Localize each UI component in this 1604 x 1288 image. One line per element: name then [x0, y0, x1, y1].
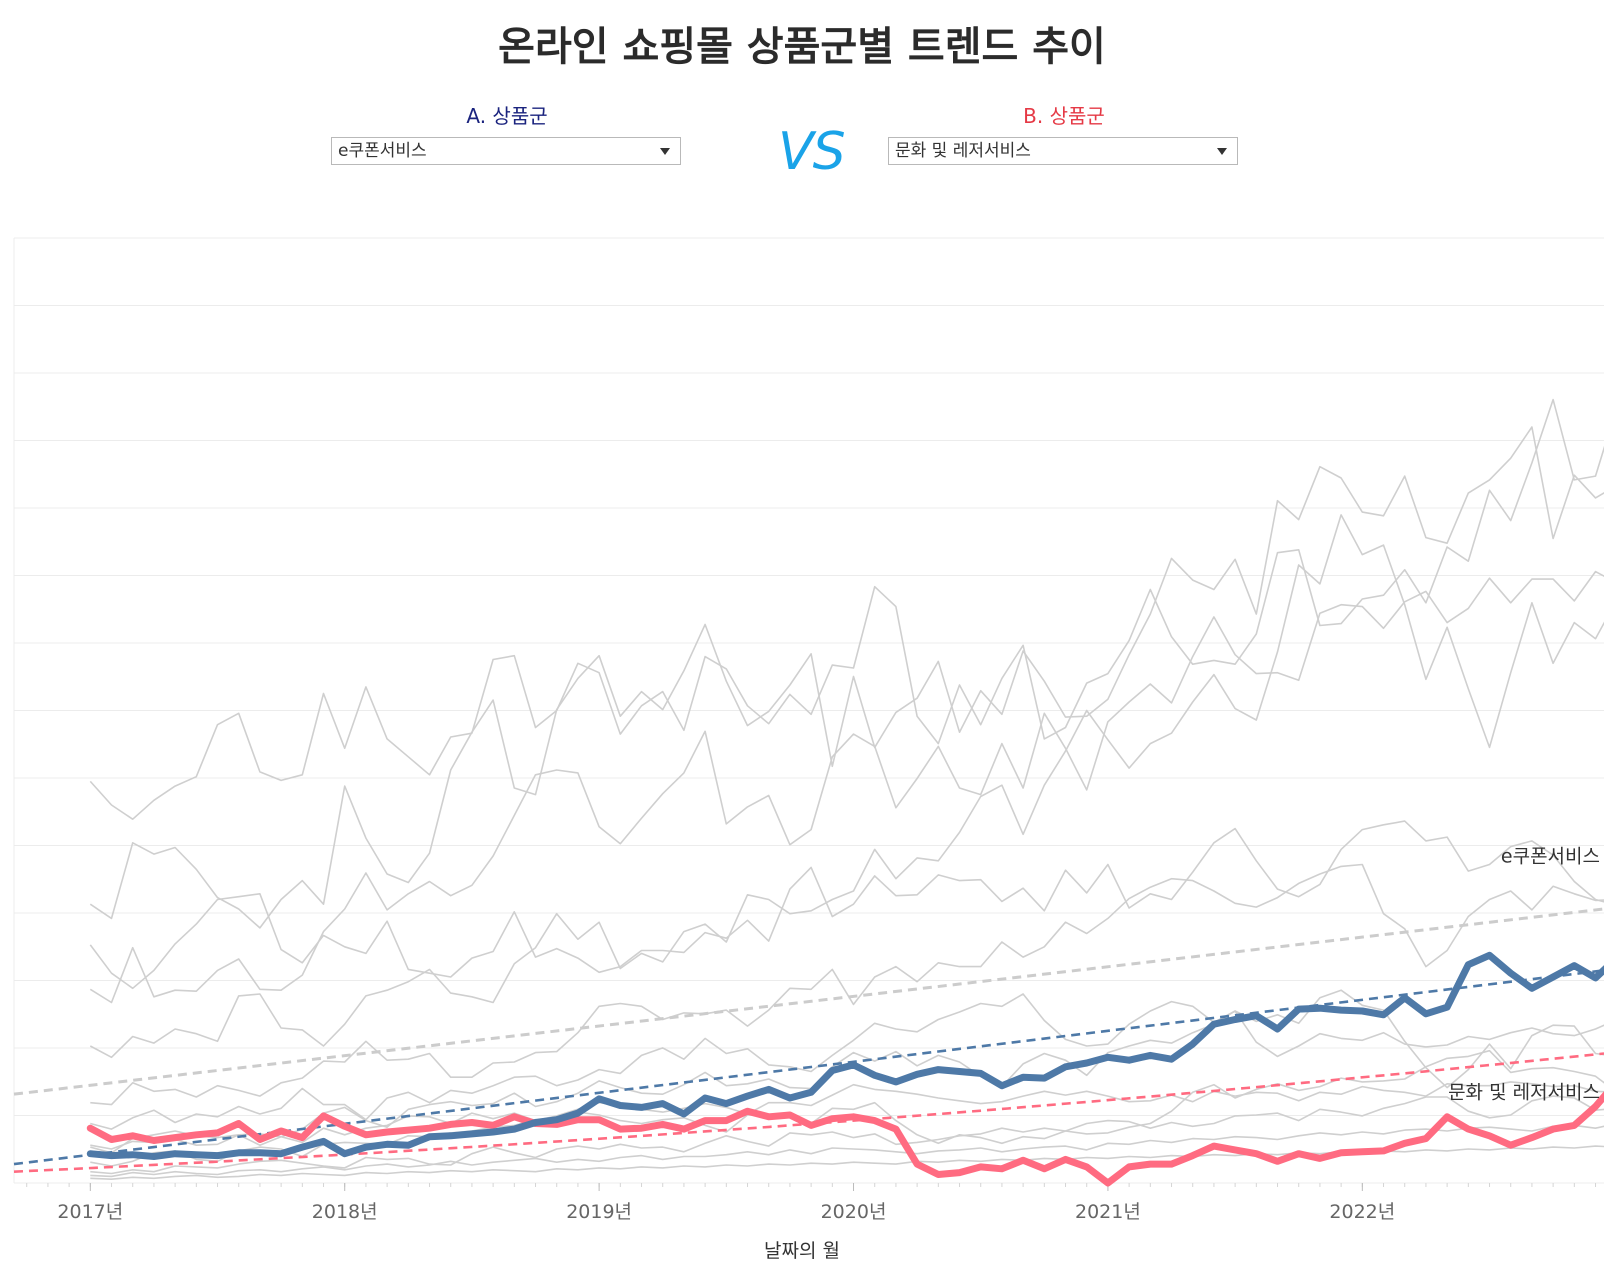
background-series-line[interactable] [89, 769, 1604, 990]
background-series-line[interactable] [89, 447, 1604, 1059]
vs-label: VS [778, 122, 846, 182]
filter-a-prefix: A. [466, 104, 487, 128]
x-tick-label: 2017년 [57, 1201, 123, 1223]
filter-b-prefix: B. [1023, 104, 1044, 128]
series-a-end-label: e쿠폰서비스 [1501, 845, 1600, 867]
background-series-line[interactable] [90, 1007, 1604, 1154]
filter-a-label: A. 상품군 [331, 100, 683, 129]
chevron-down-icon [1217, 148, 1227, 155]
filter-b-text: 상품군 [1049, 104, 1105, 128]
chart-title: 온라인 쇼핑몰 상품군별 트렌드 추이 [498, 24, 1106, 70]
series-b-line[interactable] [86, 1052, 1604, 1187]
background-series [89, 280, 1604, 1180]
x-axis: 2017년 2018년 2019년 2020년 2021년 2022년 [26, 1183, 1597, 1223]
x-tick-label: 2018년 [312, 1201, 378, 1223]
gridlines [13, 237, 1604, 1184]
x-tick-label: 2021년 [1075, 1201, 1141, 1223]
chevron-down-icon [660, 148, 670, 155]
background-trend-line [13, 907, 1604, 1096]
background-series-line[interactable] [89, 280, 1604, 1004]
x-tick-label: 2019년 [566, 1201, 632, 1223]
series-b-end-label: 문화 및 레저서비스 [1448, 1081, 1600, 1103]
background-series-line[interactable] [90, 1087, 1604, 1175]
background-series-line[interactable] [90, 1130, 1604, 1180]
trend-line-a [13, 969, 1604, 1166]
filter-b-dropdown[interactable]: 문화 및 레저서비스 [888, 137, 1238, 165]
background-series-line[interactable] [89, 307, 1604, 929]
filter-a-dropdown[interactable]: e쿠폰서비스 [331, 137, 681, 165]
x-tick-label: 2020년 [821, 1201, 887, 1223]
series-a-line[interactable] [86, 886, 1604, 1160]
filter-a-value: e쿠폰서비스 [338, 141, 427, 161]
filter-b-label: B. 상품군 [888, 100, 1240, 129]
filter-a-text: 상품군 [492, 104, 548, 128]
background-series-line[interactable] [90, 1104, 1604, 1178]
x-tick-label: 2022년 [1329, 1201, 1395, 1223]
x-axis-title: 날짜의 월 [764, 1240, 840, 1262]
background-series-line[interactable] [90, 863, 1604, 1106]
filter-b-value: 문화 및 레저서비스 [895, 141, 1031, 161]
background-series-line[interactable] [89, 300, 1604, 820]
